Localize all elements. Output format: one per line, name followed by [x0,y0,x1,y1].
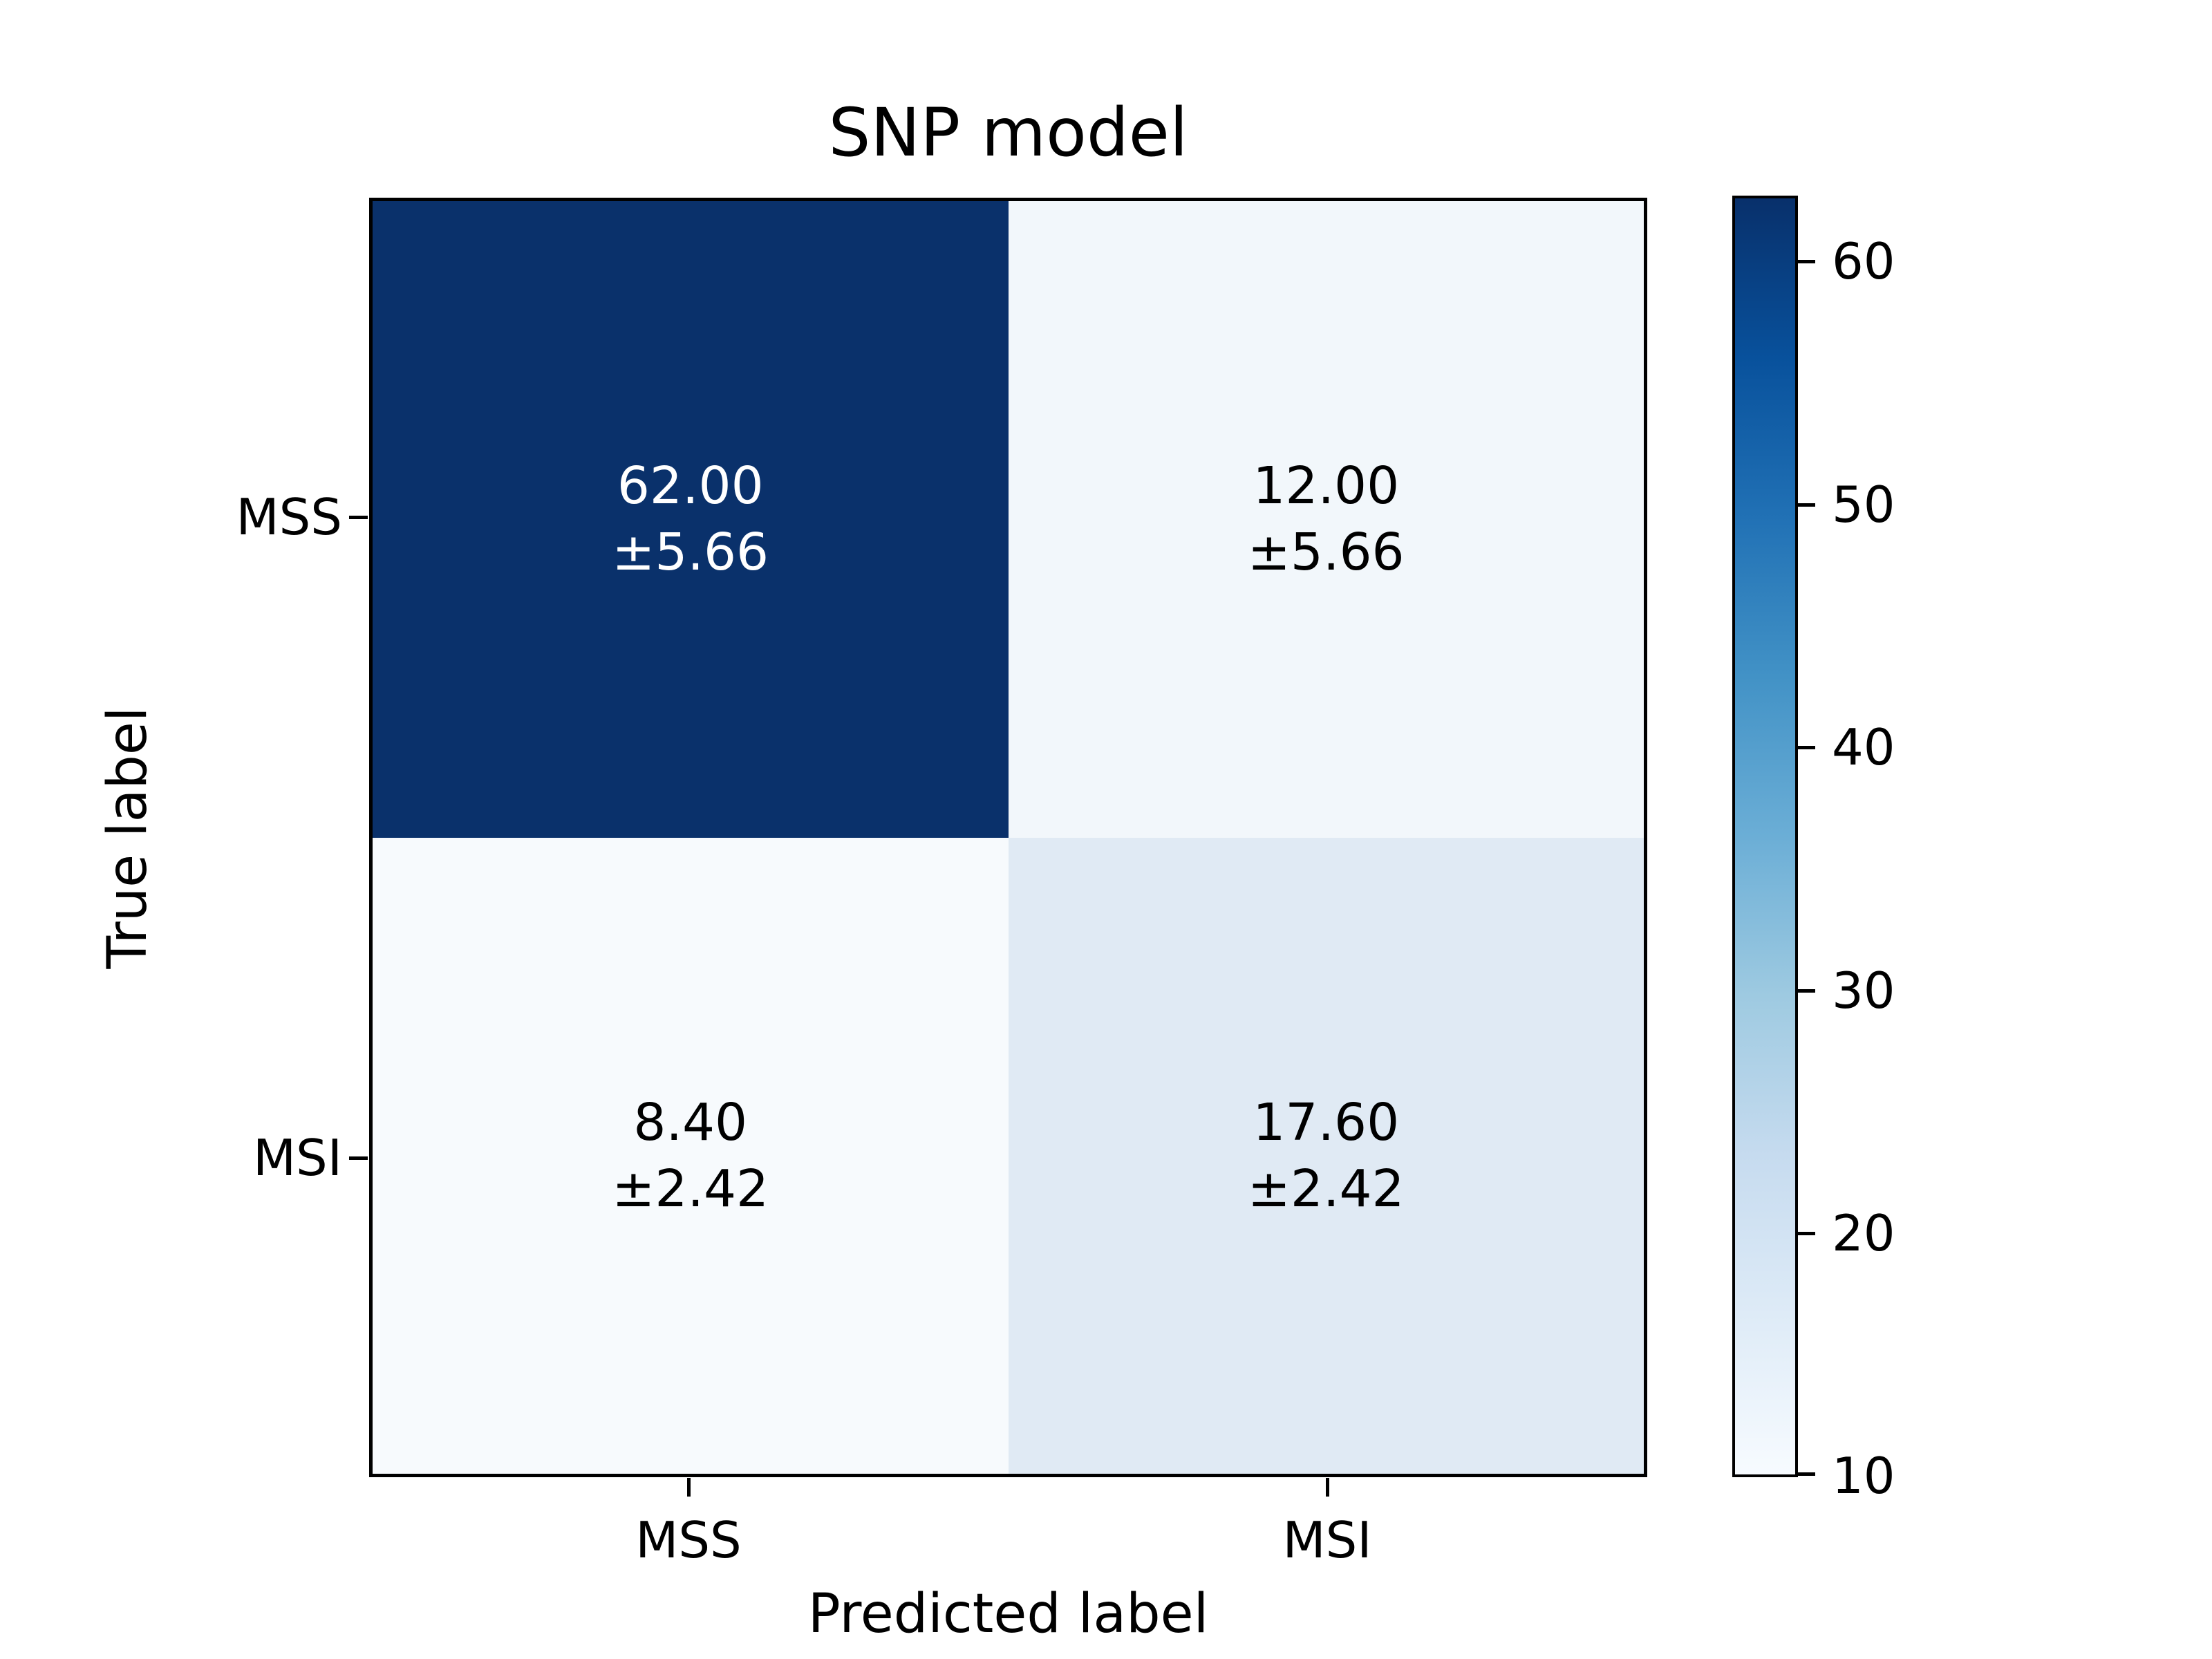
cell-error: ±2.42 [1247,1159,1405,1219]
cell-value: 12.00 [1253,456,1400,516]
cell-value: 8.40 [633,1092,748,1152]
cell-true-mss-pred-mss: 62.00 ±5.66 [373,201,1009,838]
y-tickmark-msi [349,1156,368,1160]
chart-title: SNP model [828,94,1188,171]
cell-true-mss-pred-msi: 12.00 ±5.66 [1008,201,1644,838]
colorbar-tickmark-30 [1795,989,1815,993]
cell-error: ±5.66 [1247,523,1405,583]
cell-error: ±5.66 [612,523,769,583]
cell-value: 17.60 [1253,1092,1400,1152]
y-tick-label-mss: MSS [236,488,342,546]
cell-value: 62.00 [617,456,764,516]
colorbar-tickmark-60 [1795,260,1815,263]
colorbar-tick-label-30: 30 [1832,962,1895,1020]
colorbar-tickmark-10 [1795,1472,1815,1476]
colorbar-tick-label-10: 10 [1832,1447,1895,1505]
y-tickmark-mss [349,516,368,519]
colorbar-tickmark-20 [1795,1232,1815,1235]
x-axis-label: Predicted label [807,1583,1209,1645]
x-tickmark-mss [687,1478,691,1497]
colorbar-tick-label-20: 20 [1832,1204,1895,1262]
colorbar [1732,196,1798,1477]
colorbar-tick-label-40: 40 [1832,718,1895,776]
y-tick-label-msi: MSI [252,1129,342,1187]
colorbar-tickmark-40 [1795,746,1815,749]
cell-true-msi-pred-mss: 8.40 ±2.42 [373,837,1009,1474]
y-axis-label: True label [97,706,159,969]
heatmap-matrix: 62.00 ±5.66 12.00 ±5.66 8.40 ±2.42 17.60… [369,198,1647,1477]
x-tickmark-msi [1326,1478,1329,1497]
cell-true-msi-pred-msi: 17.60 ±2.42 [1008,837,1644,1474]
x-tick-label-msi: MSI [1282,1511,1372,1569]
cell-error: ±2.42 [612,1159,769,1219]
colorbar-tick-label-60: 60 [1832,232,1895,290]
colorbar-tick-label-50: 50 [1832,476,1895,534]
colorbar-tickmark-50 [1795,503,1815,507]
x-tick-label-mss: MSS [635,1511,742,1569]
